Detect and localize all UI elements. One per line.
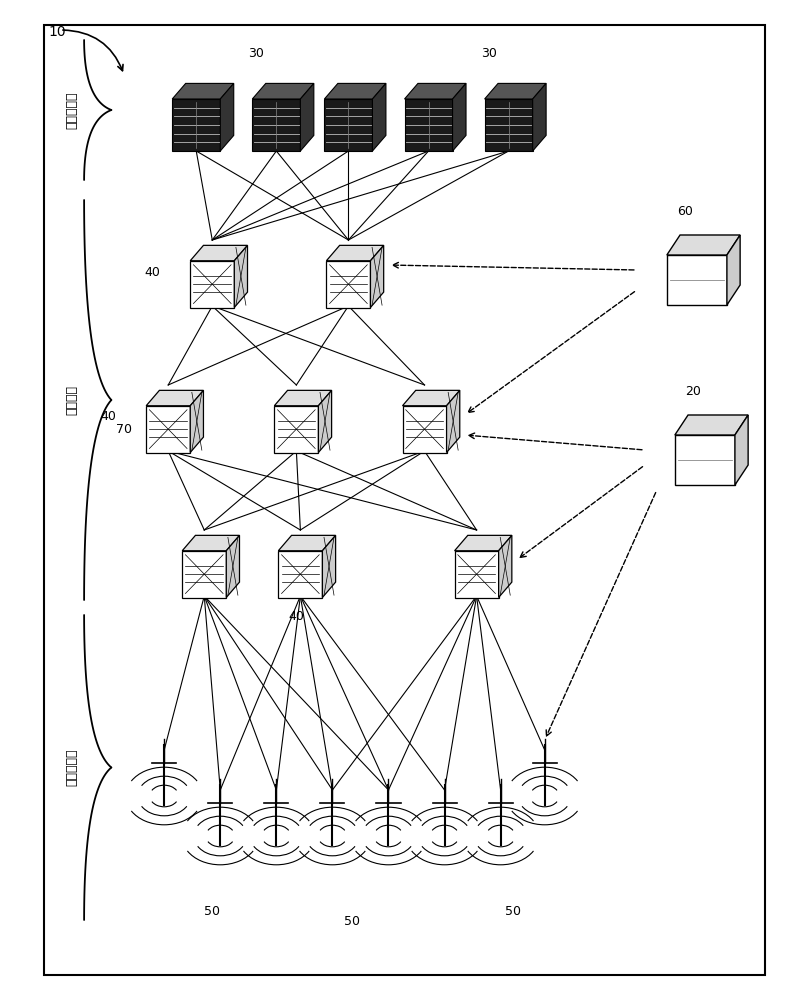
Text: 60: 60 — [677, 205, 693, 218]
Text: 40: 40 — [288, 610, 304, 623]
Polygon shape — [455, 551, 498, 598]
Polygon shape — [370, 245, 384, 308]
Text: 无线电设备: 无线电设备 — [66, 749, 78, 786]
Polygon shape — [252, 83, 314, 99]
Polygon shape — [727, 235, 740, 305]
Polygon shape — [191, 245, 248, 261]
Polygon shape — [279, 551, 322, 598]
Polygon shape — [327, 245, 384, 261]
Polygon shape — [674, 435, 735, 485]
Polygon shape — [182, 551, 227, 598]
Polygon shape — [447, 390, 460, 452]
Polygon shape — [324, 99, 372, 151]
Polygon shape — [252, 99, 300, 151]
Polygon shape — [485, 99, 533, 151]
Polygon shape — [403, 390, 460, 406]
Polygon shape — [453, 83, 466, 151]
Text: 30: 30 — [481, 47, 497, 60]
Polygon shape — [327, 261, 370, 308]
FancyBboxPatch shape — [44, 25, 765, 975]
Polygon shape — [227, 535, 239, 598]
Polygon shape — [172, 99, 220, 151]
Polygon shape — [146, 390, 203, 406]
Polygon shape — [405, 99, 453, 151]
Polygon shape — [182, 535, 239, 551]
Polygon shape — [372, 83, 386, 151]
Polygon shape — [300, 83, 314, 151]
Text: 50: 50 — [505, 905, 521, 918]
Text: 无线电控制: 无线电控制 — [66, 91, 78, 129]
Polygon shape — [455, 535, 512, 551]
Text: 70: 70 — [116, 423, 132, 436]
Polygon shape — [674, 415, 748, 435]
Polygon shape — [735, 415, 748, 485]
Polygon shape — [279, 535, 336, 551]
Polygon shape — [319, 390, 332, 452]
Polygon shape — [322, 535, 336, 598]
Polygon shape — [191, 261, 235, 308]
Polygon shape — [191, 390, 203, 452]
Polygon shape — [498, 535, 512, 598]
Text: 50: 50 — [204, 905, 220, 918]
Polygon shape — [235, 245, 248, 308]
Polygon shape — [324, 83, 386, 99]
Polygon shape — [146, 406, 191, 452]
Text: 分组网络: 分组网络 — [66, 385, 78, 415]
Text: 40: 40 — [100, 410, 116, 424]
Text: 10: 10 — [48, 25, 66, 39]
Polygon shape — [485, 83, 546, 99]
Polygon shape — [172, 83, 234, 99]
Text: 30: 30 — [248, 47, 264, 60]
Polygon shape — [403, 406, 447, 452]
Polygon shape — [666, 235, 740, 255]
Text: 40: 40 — [144, 265, 160, 278]
Polygon shape — [666, 255, 727, 305]
Text: 50: 50 — [344, 915, 360, 928]
Polygon shape — [274, 406, 319, 452]
Polygon shape — [533, 83, 546, 151]
Text: 20: 20 — [685, 385, 701, 398]
Polygon shape — [274, 390, 332, 406]
Polygon shape — [405, 83, 466, 99]
Polygon shape — [220, 83, 234, 151]
